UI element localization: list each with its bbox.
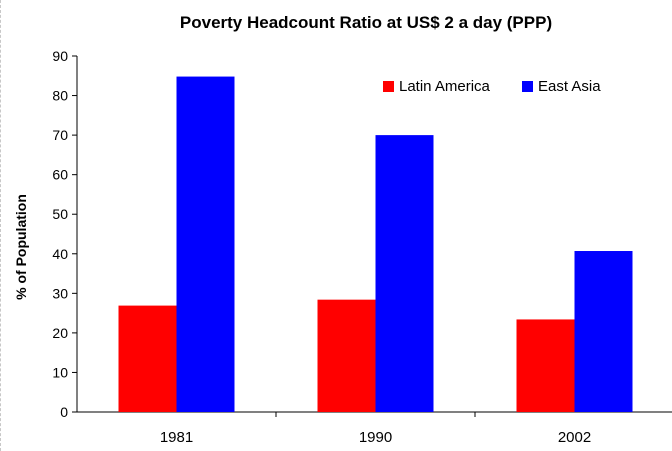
- y-tick-label: 90: [52, 48, 68, 64]
- bar-east-asia-2002: [574, 251, 633, 412]
- y-tick-label: 20: [52, 325, 68, 341]
- legend-swatch: [522, 81, 533, 92]
- bar-latin-america-1981: [118, 305, 177, 412]
- legend-label: Latin America: [399, 78, 491, 95]
- bars: [118, 76, 633, 413]
- legend-swatch: [383, 81, 394, 92]
- y-tick-label: 80: [52, 88, 68, 104]
- chart-frame-edge: [0, 0, 5, 451]
- y-tick-label: 60: [52, 167, 68, 183]
- bar-latin-america-2002: [516, 319, 575, 412]
- y-tick-label: 0: [60, 404, 68, 420]
- y-tick-label: 40: [52, 246, 68, 262]
- x-tick-label: 2002: [558, 429, 591, 446]
- legend-label: East Asia: [538, 78, 601, 95]
- legend: Latin America East Asia: [383, 78, 601, 95]
- x-tick-label: 1981: [160, 429, 193, 446]
- chart-title: Poverty Headcount Ratio at US$ 2 a day (…: [180, 13, 552, 32]
- y-tick-label: 50: [52, 206, 68, 222]
- y-tick-label: 70: [52, 127, 68, 143]
- y-tick-label: 30: [52, 285, 68, 301]
- y-axis-label: % of Population: [13, 194, 29, 300]
- bar-east-asia-1990: [375, 135, 434, 412]
- x-tick-label: 1990: [359, 429, 392, 446]
- y-tick-label: 10: [52, 364, 68, 380]
- bar-east-asia-1981: [176, 76, 235, 413]
- bar-latin-america-1990: [317, 299, 376, 412]
